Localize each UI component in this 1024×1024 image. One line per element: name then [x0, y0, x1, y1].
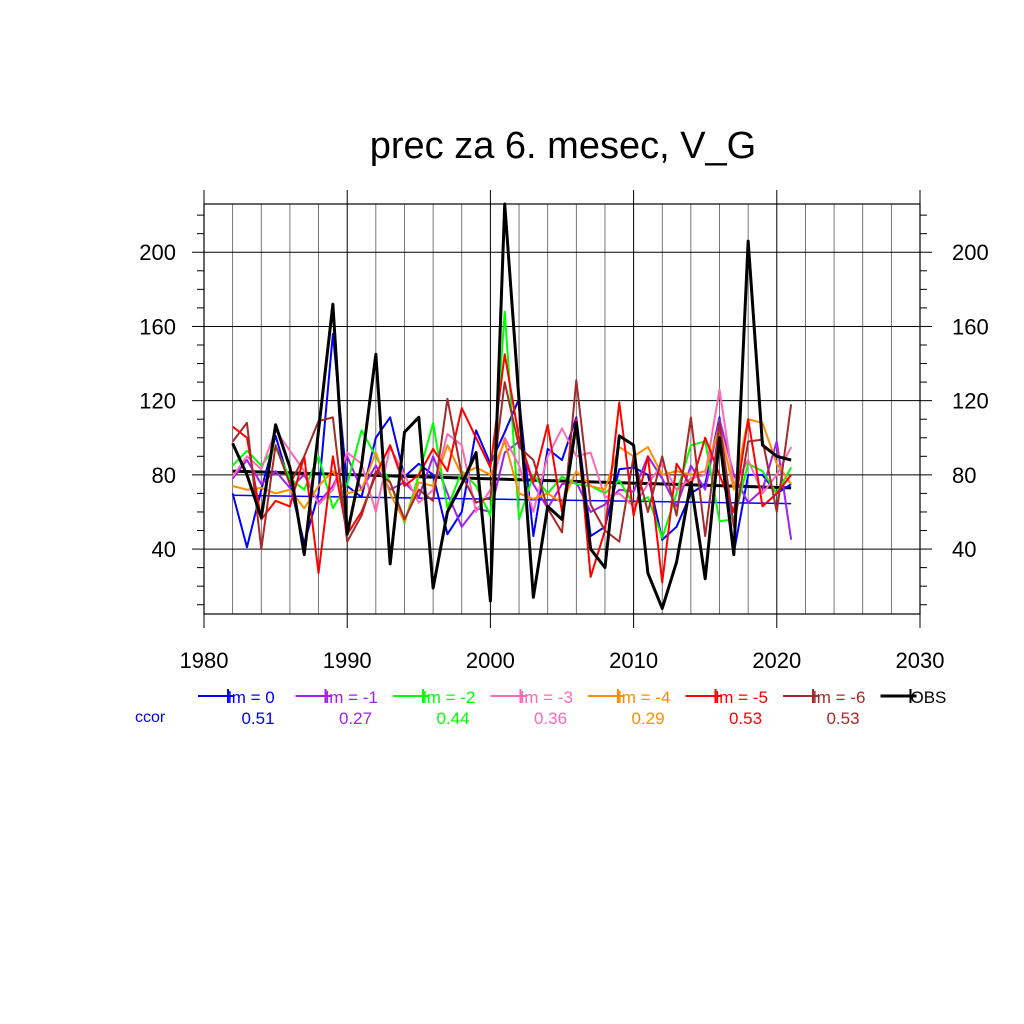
y-tick-label-left: 200	[139, 240, 176, 265]
x-tick-label: 1990	[323, 648, 372, 673]
legend-corr-value: 0.53	[729, 709, 762, 728]
y-tick-label-left: 80	[152, 463, 176, 488]
y-tick-label-right: 40	[952, 537, 976, 562]
chart-title: prec za 6. mesec, V_G	[370, 125, 757, 167]
legend-label: lm = -2	[423, 688, 475, 707]
legend-label: lm = -6	[813, 688, 865, 707]
corr-label: ccor	[135, 709, 166, 726]
x-tick-label: 1980	[180, 648, 229, 673]
series-lines	[231, 202, 793, 610]
x-tick-label: 2020	[752, 648, 801, 673]
y-tick-label-left: 120	[139, 389, 176, 414]
legend-label: lm = -4	[618, 688, 670, 707]
legend-corr-value: 0.29	[631, 709, 664, 728]
legend-corr-value: 0.51	[241, 709, 274, 728]
legend-label: lm = 0	[228, 688, 275, 707]
series-line-7	[231, 202, 792, 610]
legend-label: lm = -5	[716, 688, 768, 707]
y-tick-label-right: 160	[952, 314, 989, 339]
y-tick-label-left: 160	[139, 314, 176, 339]
x-tick-label: 2010	[609, 648, 658, 673]
legend-label: lm = -1	[326, 688, 378, 707]
legend-label: lm = -3	[521, 688, 573, 707]
legend-label: OBS	[911, 688, 947, 707]
legend-corr-value: 0.53	[826, 709, 859, 728]
legend: lm = 0 0.51 lm = -1 0.27 lm = -2 0.44 lm = -3 0…	[198, 688, 946, 728]
grid	[204, 204, 920, 614]
y-tick-label-right: 80	[952, 463, 976, 488]
legend-corr-value: 0.44	[436, 709, 469, 728]
x-tick-label: 2030	[896, 648, 945, 673]
x-tick-label: 2000	[466, 648, 515, 673]
y-tick-label-right: 120	[952, 389, 989, 414]
y-tick-label-left: 40	[152, 537, 176, 562]
axis-ticks: 1980 1990 2000 2010 2020 2030 40 40 80 80 120 120 16…	[139, 190, 989, 673]
y-tick-label-right: 200	[952, 240, 989, 265]
plot-frame	[203, 203, 921, 615]
series-line-5	[232, 353, 792, 584]
legend-corr-value: 0.36	[534, 709, 567, 728]
series-line-6	[231, 379, 793, 551]
legend-corr-value: 0.27	[339, 709, 372, 728]
